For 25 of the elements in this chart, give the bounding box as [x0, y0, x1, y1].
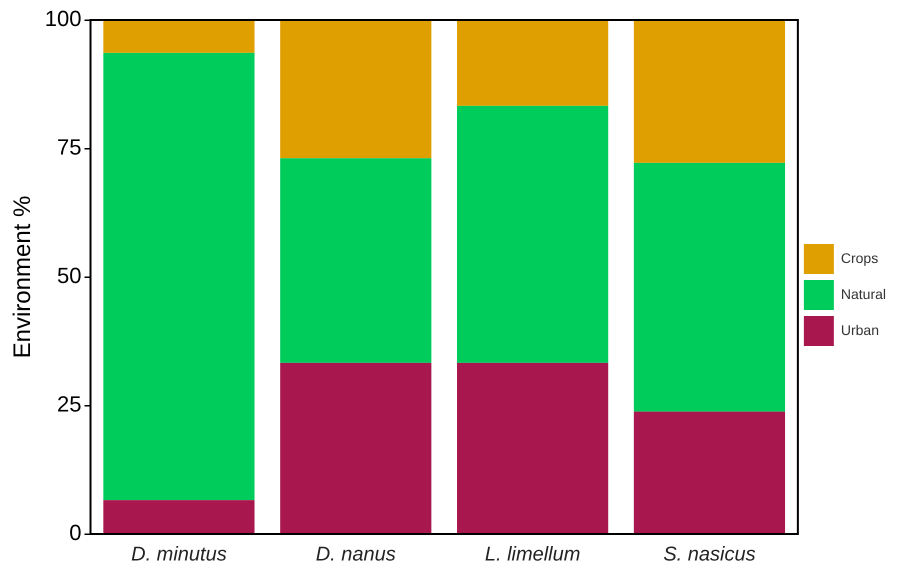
legend-label: Natural: [840, 286, 886, 302]
x-tick-label: D. nanus: [316, 544, 396, 566]
bar: [103, 20, 255, 53]
y-axis-title: Environment %: [9, 196, 36, 358]
bar: [634, 412, 786, 534]
bar: [457, 106, 608, 363]
legend-label: Crops: [840, 250, 878, 266]
bar: [634, 162, 786, 412]
bar: [634, 20, 786, 163]
bar: [103, 500, 255, 534]
y-tick-label: 25: [57, 392, 82, 417]
x-tick-label: L. limellum: [484, 544, 580, 566]
y-tick-label: 75: [57, 134, 82, 160]
x-tick-label: S. nasicus: [663, 544, 756, 566]
bar: [280, 20, 432, 158]
bar: [280, 362, 432, 534]
x-tick-label: D. minutus: [131, 544, 227, 566]
y-tick-label: 50: [57, 263, 82, 288]
y-tick-label: 100: [44, 6, 82, 32]
bar: [457, 20, 608, 106]
bar: [103, 52, 255, 500]
y-tick-label: 0: [69, 520, 82, 546]
legend-label: Urban: [840, 322, 880, 338]
bar: [457, 362, 608, 534]
bar: [280, 158, 432, 363]
